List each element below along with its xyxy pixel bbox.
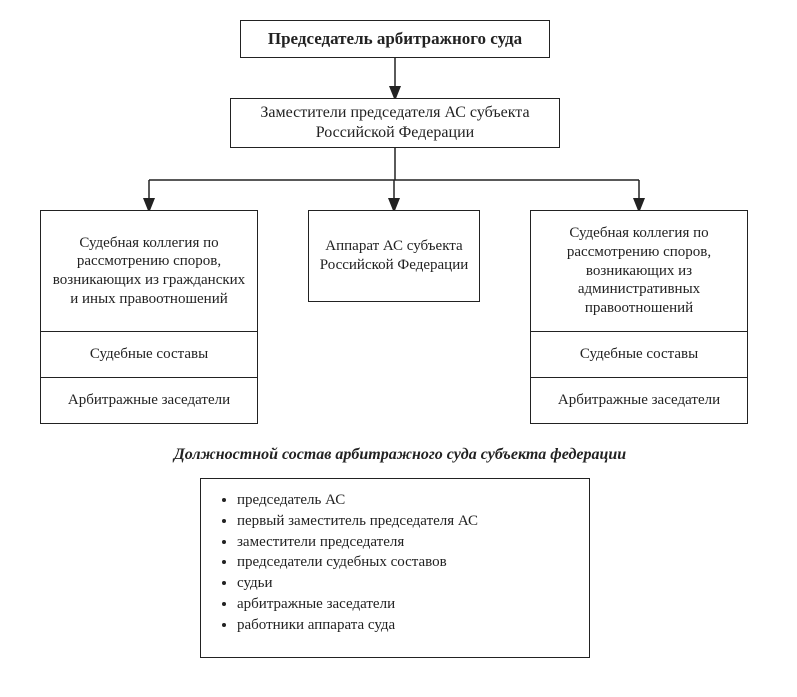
- node-admin-assessors-label: Арбитражные заседатели: [558, 391, 720, 410]
- roster-box: председатель АС первый заместитель предсе…: [200, 478, 590, 658]
- node-civil-compositions-label: Судебные составы: [90, 345, 208, 364]
- node-civil-assessors: Арбитражные заседатели: [40, 378, 258, 424]
- node-deputies-label: Заместители председателя АС субъекта Рос…: [239, 103, 551, 143]
- roster-item: судьи: [237, 574, 575, 593]
- node-admin-compositions: Судебные составы: [530, 332, 748, 378]
- roster-item: арбитражные заседатели: [237, 595, 575, 614]
- roster-item: работники аппарата суда: [237, 616, 575, 635]
- diagram-caption: Должностной состав арбитражного суда суб…: [120, 446, 680, 464]
- node-root-label: Председатель арбитражного суда: [268, 28, 522, 49]
- node-root: Председатель арбитражного суда: [240, 20, 550, 58]
- diagram-caption-label: Должностной состав арбитражного суда суб…: [174, 446, 626, 463]
- node-apparatus: Аппарат АС субъекта Российской Федерации: [308, 210, 480, 302]
- roster-item: председатель АС: [237, 491, 575, 510]
- roster-list: председатель АС первый заместитель предсе…: [215, 489, 575, 636]
- node-deputies: Заместители председателя АС субъекта Рос…: [230, 98, 560, 148]
- node-civil-collegium-label: Судебная коллегия по рассмотрению споров…: [49, 234, 249, 309]
- node-civil-assessors-label: Арбитражные заседатели: [68, 391, 230, 410]
- node-admin-collegium: Судебная коллегия по рассмотрению споров…: [530, 210, 748, 332]
- node-apparatus-label: Аппарат АС субъекта Российской Федерации: [317, 237, 471, 275]
- node-admin-assessors: Арбитражные заседатели: [530, 378, 748, 424]
- roster-item: первый заместитель председателя АС: [237, 512, 575, 531]
- node-admin-collegium-label: Судебная коллегия по рассмотрению споров…: [539, 224, 739, 318]
- node-admin-compositions-label: Судебные составы: [580, 345, 698, 364]
- node-civil-compositions: Судебные составы: [40, 332, 258, 378]
- roster-item: заместители председателя: [237, 533, 575, 552]
- roster-item: председатели судебных составов: [237, 553, 575, 572]
- node-civil-collegium: Судебная коллегия по рассмотрению споров…: [40, 210, 258, 332]
